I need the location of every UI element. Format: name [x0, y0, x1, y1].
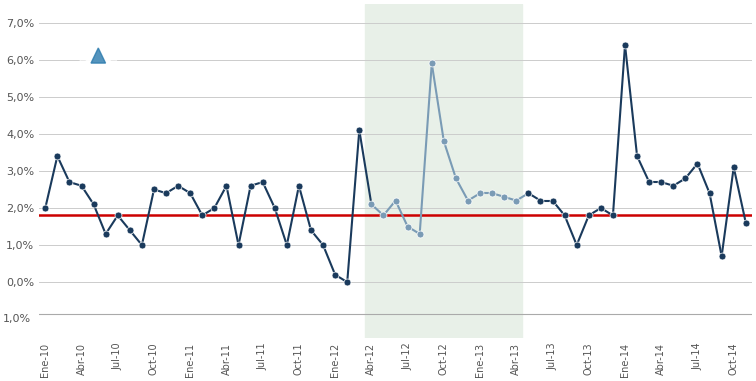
Bar [365, 4, 522, 338]
Circle shape [80, 35, 116, 86]
Polygon shape [86, 35, 110, 61]
Text: 1,0%: 1,0% [3, 314, 31, 324]
Polygon shape [91, 48, 106, 63]
